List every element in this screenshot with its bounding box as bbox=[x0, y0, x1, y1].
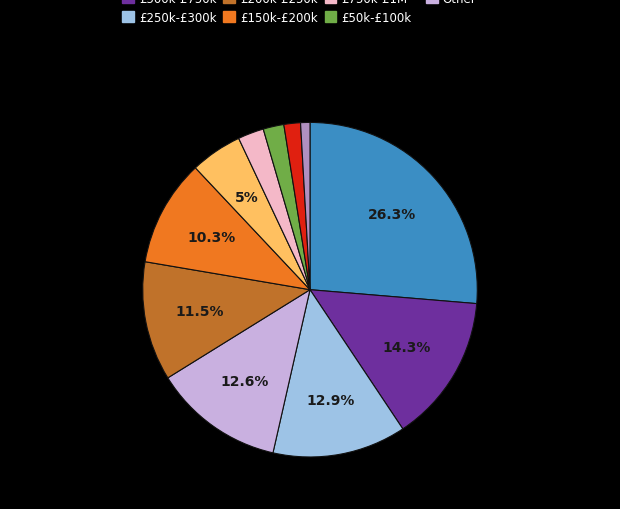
Text: 26.3%: 26.3% bbox=[368, 207, 417, 221]
Wedge shape bbox=[195, 139, 310, 290]
Wedge shape bbox=[301, 123, 310, 290]
Text: 12.9%: 12.9% bbox=[306, 393, 355, 407]
Text: 12.6%: 12.6% bbox=[221, 374, 269, 388]
Text: 14.3%: 14.3% bbox=[383, 340, 431, 354]
Wedge shape bbox=[239, 130, 310, 290]
Text: 5%: 5% bbox=[235, 191, 259, 205]
Wedge shape bbox=[264, 125, 310, 290]
Wedge shape bbox=[284, 124, 310, 290]
Wedge shape bbox=[273, 290, 403, 457]
Wedge shape bbox=[145, 168, 310, 290]
Wedge shape bbox=[143, 262, 310, 378]
Text: 11.5%: 11.5% bbox=[175, 305, 224, 319]
Wedge shape bbox=[310, 123, 477, 304]
Wedge shape bbox=[310, 290, 477, 429]
Text: 10.3%: 10.3% bbox=[187, 230, 236, 244]
Legend: £300k-£400k, £500k-£750k, £250k-£300k, £400k-£500k, £200k-£250k, £150k-£200k, £1: £300k-£400k, £500k-£750k, £250k-£300k, £… bbox=[119, 0, 501, 28]
Wedge shape bbox=[168, 290, 310, 453]
